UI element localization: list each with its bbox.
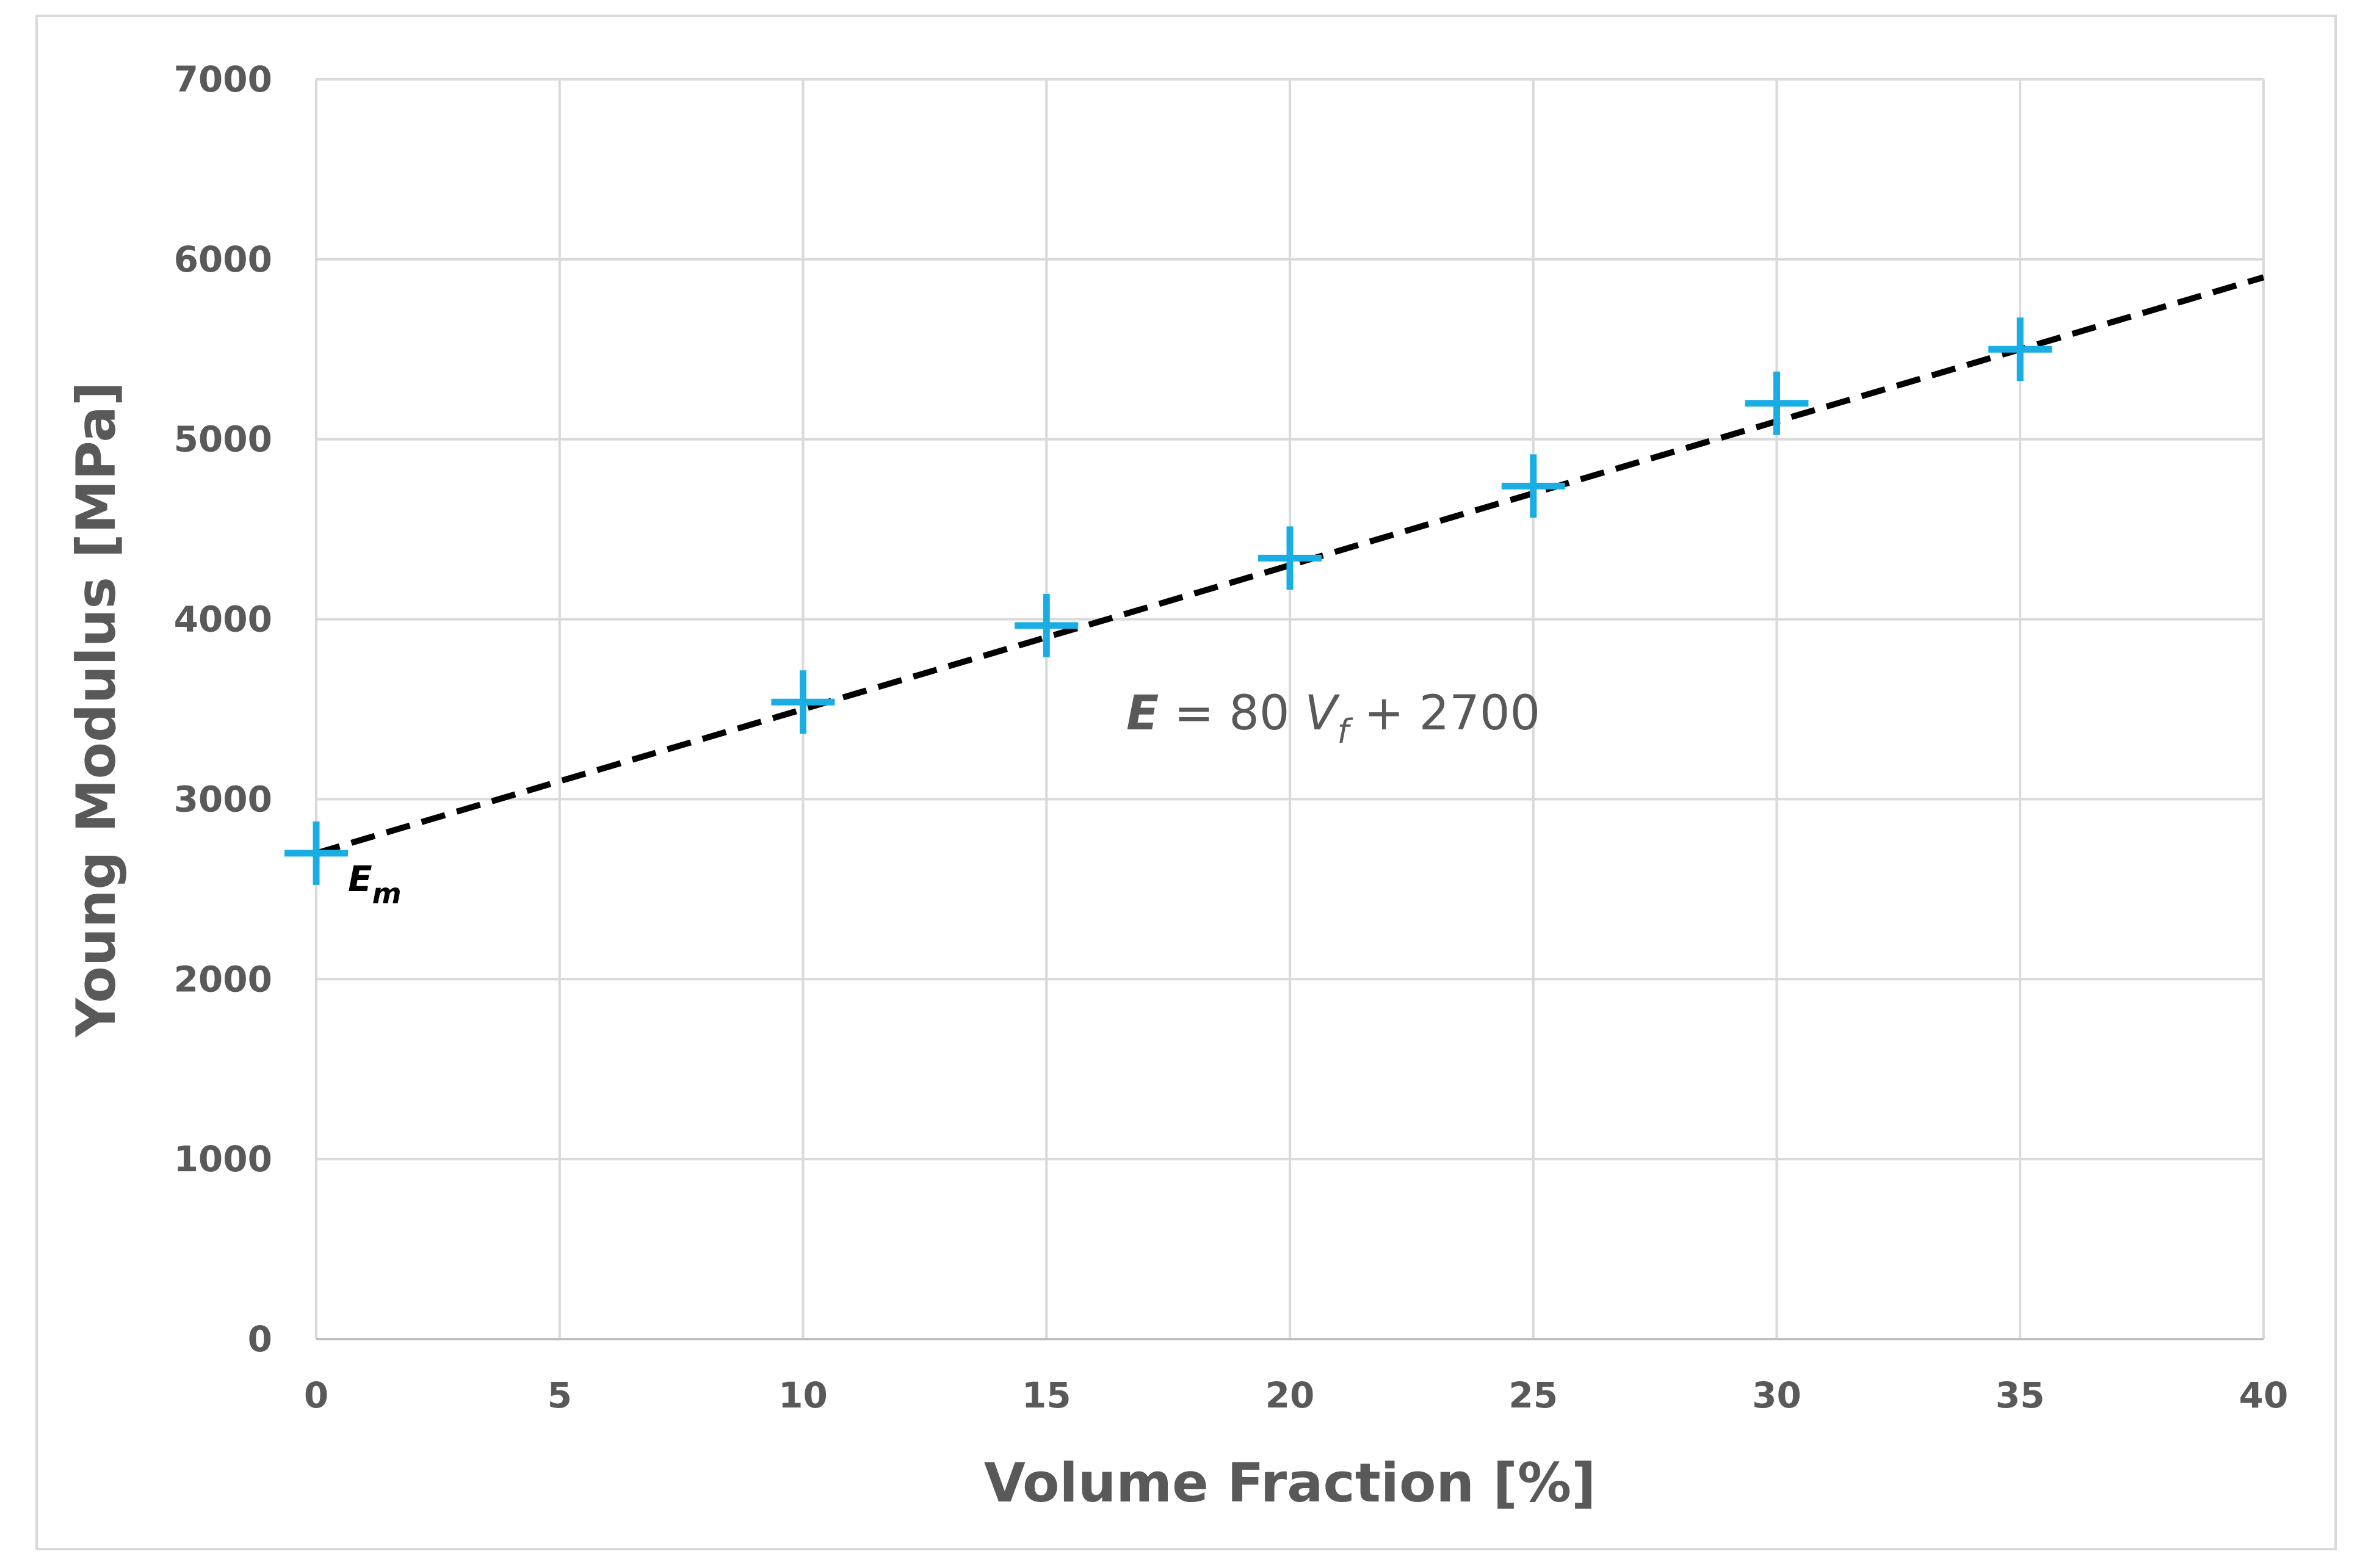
equation-e: E [1126,686,1159,741]
equation-v: V [1305,686,1340,741]
y-tick-label: 5000 [174,419,272,460]
data-points [284,317,2052,885]
equation-rest: + 2700 [1349,686,1540,741]
x-tick-labels: 0 5 10 15 20 25 30 35 40 [304,1375,2289,1416]
data-point [1258,526,1322,590]
data-point [284,821,348,885]
trendline [315,274,2265,856]
vertical-gridlines [315,79,2265,1339]
x-tick-label: 0 [304,1375,328,1416]
data-point [1015,593,1079,657]
data-point [1988,317,2052,381]
data-point [1501,454,1565,518]
y-tick-label: 7000 [174,59,272,100]
y-tick-label: 0 [248,1318,272,1360]
x-axis-title: Volume Fraction [%] [984,1451,1596,1514]
data-point [771,670,835,734]
y-tick-labels: 0 1000 2000 3000 4000 5000 6000 7000 [174,59,272,1360]
x-tick-label: 40 [2239,1375,2289,1416]
x-tick-label: 10 [778,1375,828,1416]
equation-equals: = 80 [1159,686,1305,741]
x-tick-label: 15 [1022,1375,1071,1416]
em-main: E [348,858,372,900]
chart-border [35,15,2337,1550]
y-tick-label: 3000 [174,778,272,820]
em-annotation: Em [348,858,402,910]
em-subscript: m [372,877,402,910]
x-tick-label: 30 [1752,1375,1801,1416]
y-tick-label: 4000 [174,599,272,640]
y-axis-title: Young Modulus [MPa] [65,381,128,1038]
data-point [1745,371,1809,435]
trendline-equation: E = 80 Vf + 2700 [1126,686,1540,751]
x-tick-label: 35 [1996,1375,2045,1416]
x-tick-label: 20 [1265,1375,1315,1416]
y-tick-label: 2000 [174,958,272,1000]
y-tick-label: 6000 [174,239,272,280]
x-tick-label: 5 [548,1375,572,1416]
y-tick-label: 1000 [174,1138,272,1180]
x-tick-label: 25 [1508,1375,1558,1416]
